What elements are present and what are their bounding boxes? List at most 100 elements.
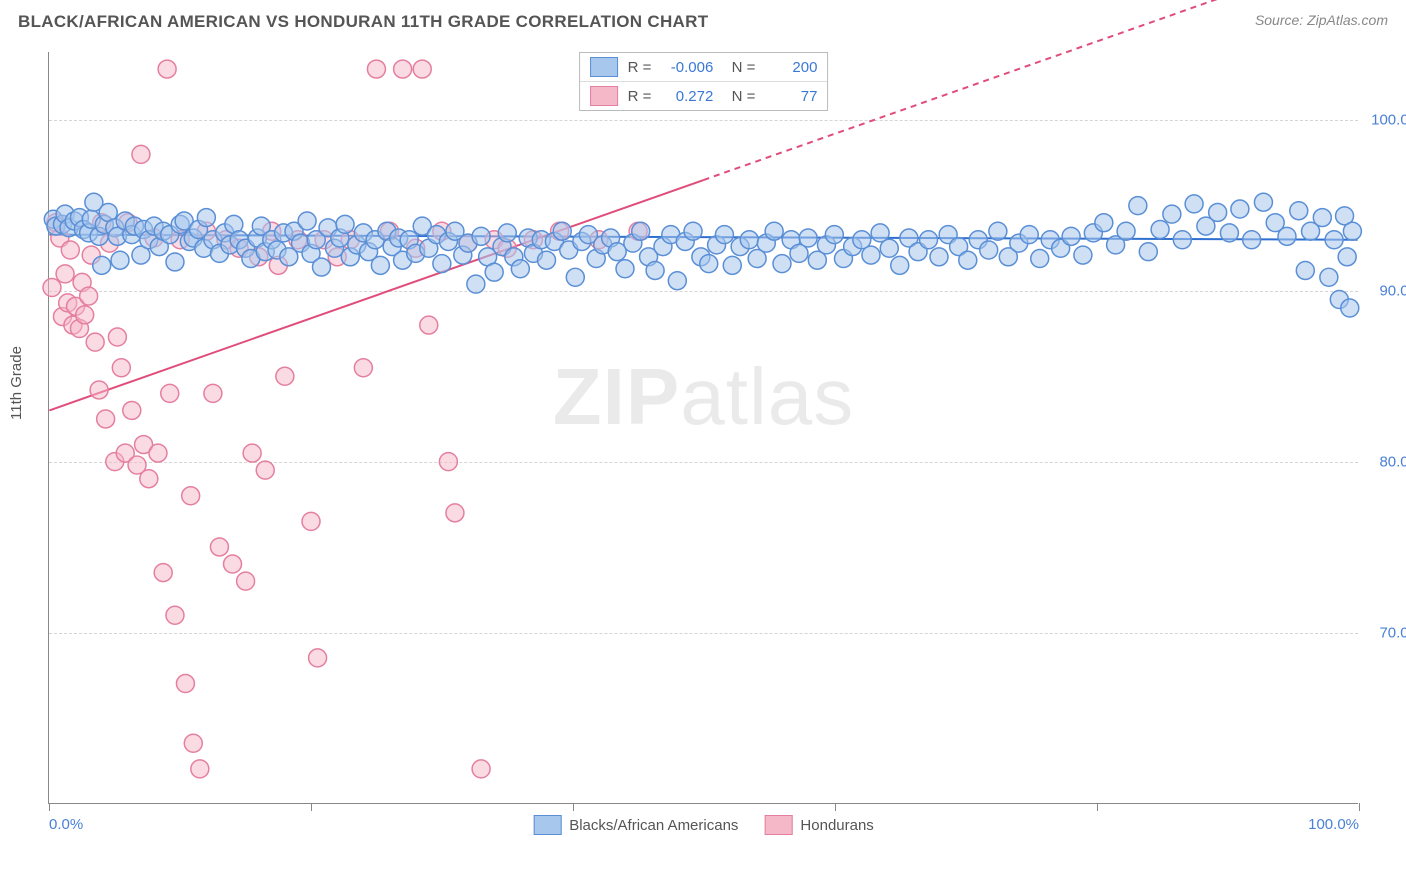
data-point [472, 760, 490, 778]
data-point [891, 256, 909, 274]
legend-swatch [590, 57, 618, 77]
data-point [90, 381, 108, 399]
data-point [166, 606, 184, 624]
data-point [439, 453, 457, 471]
y-tick-label: 80.0% [1366, 454, 1406, 471]
legend-row: R = 0.272 N = 77 [580, 82, 828, 110]
data-point [472, 227, 490, 245]
data-point [959, 251, 977, 269]
data-point [880, 239, 898, 257]
data-point [149, 444, 167, 462]
data-point [182, 487, 200, 505]
x-tick [311, 803, 312, 811]
data-point [1185, 195, 1203, 213]
x-tick-label: 100.0% [1308, 816, 1359, 833]
data-point [61, 241, 79, 259]
legend-r-value: -0.006 [661, 59, 713, 76]
data-point [1031, 250, 1049, 268]
data-point [176, 675, 194, 693]
x-tick [1097, 803, 1098, 811]
y-tick-label: 100.0% [1366, 112, 1406, 129]
legend-n-value: 77 [765, 88, 817, 105]
x-tick-label: 0.0% [49, 816, 83, 833]
data-point [1343, 222, 1361, 240]
data-point [420, 316, 438, 334]
data-point [224, 555, 242, 573]
data-point [108, 328, 126, 346]
data-point [646, 261, 664, 279]
data-point [80, 287, 98, 305]
data-point [930, 248, 948, 266]
chart-container: 11th Grade 70.0%80.0%90.0%100.0% ZIPatla… [0, 40, 1406, 860]
data-point [1220, 224, 1238, 242]
legend-label: Hondurans [800, 817, 873, 834]
x-tick [573, 803, 574, 811]
data-point [1231, 200, 1249, 218]
data-point [184, 734, 202, 752]
legend-n-label: N = [723, 88, 755, 105]
data-point [1254, 193, 1272, 211]
x-tick [1359, 803, 1360, 811]
data-point [920, 231, 938, 249]
data-point [715, 226, 733, 244]
source-attribution: Source: ZipAtlas.com [1255, 12, 1388, 28]
data-point [1320, 268, 1338, 286]
data-point [1129, 197, 1147, 215]
data-point [773, 255, 791, 273]
data-point [1062, 227, 1080, 245]
data-point [1139, 243, 1157, 261]
legend-r-label: R = [628, 88, 652, 105]
data-point [1296, 261, 1314, 279]
data-point [553, 222, 571, 240]
data-point [668, 272, 686, 290]
correlation-legend: R = -0.006 N = 200R = 0.272 N = 77 [579, 52, 829, 111]
scatter-points-layer [49, 52, 1358, 803]
data-point [723, 256, 741, 274]
data-point [191, 760, 209, 778]
data-point [197, 209, 215, 227]
data-point [862, 246, 880, 264]
data-point [243, 444, 261, 462]
data-point [204, 384, 222, 402]
series-legend: Blacks/African Americans Hondurans [533, 815, 874, 835]
data-point [1173, 231, 1191, 249]
data-point [511, 260, 529, 278]
legend-label: Blacks/African Americans [569, 817, 738, 834]
data-point [123, 401, 141, 419]
data-point [86, 333, 104, 351]
x-tick [49, 803, 50, 811]
data-point [538, 251, 556, 269]
data-point [112, 359, 130, 377]
data-point [313, 258, 331, 276]
data-point [132, 145, 150, 163]
data-point [97, 410, 115, 428]
data-point [1325, 231, 1343, 249]
data-point [166, 253, 184, 271]
data-point [1338, 248, 1356, 266]
data-point [210, 538, 228, 556]
data-point [394, 60, 412, 78]
data-point [989, 222, 1007, 240]
y-axis-label: 11th Grade [8, 346, 25, 420]
legend-r-value: 0.272 [661, 88, 713, 105]
data-point [354, 359, 372, 377]
data-point [632, 222, 650, 240]
data-point [256, 461, 274, 479]
legend-r-label: R = [628, 59, 652, 76]
data-point [276, 367, 294, 385]
x-tick [835, 803, 836, 811]
legend-swatch [764, 815, 792, 835]
data-point [1163, 205, 1181, 223]
data-point [93, 256, 111, 274]
data-point [298, 212, 316, 230]
legend-swatch [533, 815, 561, 835]
data-point [825, 226, 843, 244]
legend-item: Hondurans [764, 815, 873, 835]
data-point [76, 306, 94, 324]
legend-swatch [590, 86, 618, 106]
data-point [485, 263, 503, 281]
legend-n-label: N = [723, 59, 755, 76]
data-point [467, 275, 485, 293]
data-point [980, 241, 998, 259]
data-point [498, 224, 516, 242]
